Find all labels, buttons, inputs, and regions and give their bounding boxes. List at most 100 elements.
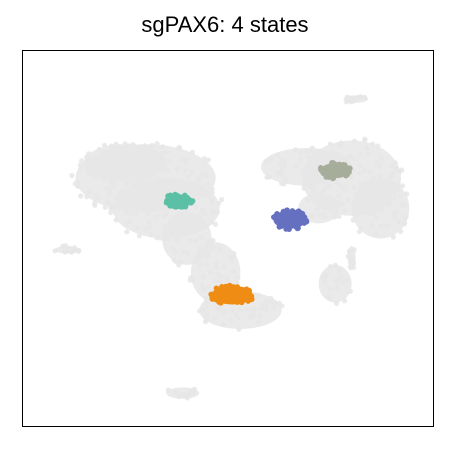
background-cluster-point xyxy=(174,166,181,172)
background-cluster-point xyxy=(161,224,167,230)
background-cluster-point xyxy=(94,156,100,162)
background-cluster-point xyxy=(160,144,166,150)
background-cluster-point xyxy=(196,182,202,188)
background-cluster-point xyxy=(279,167,285,173)
background-cluster-point xyxy=(115,161,121,167)
background-cluster-point xyxy=(378,155,384,161)
background-cluster-point xyxy=(207,269,213,275)
background-cluster-point xyxy=(393,165,399,171)
background-cluster-point xyxy=(209,186,215,192)
background-cluster-point xyxy=(212,221,218,227)
background-cluster-point xyxy=(198,172,205,178)
background-cluster-point xyxy=(200,206,206,212)
background-cluster-point xyxy=(367,169,373,175)
background-cluster-point xyxy=(184,395,190,401)
background-cluster-point xyxy=(220,322,227,328)
background-cluster-point xyxy=(120,177,126,183)
background-cluster-point xyxy=(351,156,357,162)
background-cluster-point xyxy=(178,179,184,186)
background-cluster-point xyxy=(390,234,396,240)
background-cluster-point xyxy=(209,208,216,214)
background-cluster-point xyxy=(327,263,334,270)
background-cluster-point xyxy=(235,314,241,321)
background-cluster-point xyxy=(185,251,191,257)
background-cluster-point xyxy=(334,179,340,185)
background-cluster-point xyxy=(353,192,360,198)
background-cluster-point xyxy=(193,238,199,244)
background-cluster-point xyxy=(320,187,326,194)
background-cluster-point xyxy=(71,245,78,251)
state-cluster-point xyxy=(231,294,238,300)
state-cluster-point xyxy=(286,226,292,232)
background-cluster-point xyxy=(153,207,159,213)
background-cluster-point xyxy=(229,307,236,314)
background-cluster-point xyxy=(147,224,153,230)
background-cluster-point xyxy=(208,219,214,225)
background-cluster-point xyxy=(341,298,348,304)
background-cluster-point xyxy=(209,240,215,246)
background-cluster-point xyxy=(94,192,100,198)
background-cluster-point xyxy=(375,143,381,149)
background-cluster-point xyxy=(344,278,350,284)
state-cluster-point xyxy=(246,287,253,294)
background-cluster-point xyxy=(150,203,157,209)
chart-title: sgPAX6: 4 states xyxy=(141,12,309,37)
background-cluster-point xyxy=(194,215,200,221)
background-cluster-point xyxy=(387,175,393,181)
highlighted-states xyxy=(163,159,353,306)
background-cluster-point xyxy=(351,184,358,190)
background-cluster-point xyxy=(276,300,282,306)
background-cluster-point xyxy=(198,262,204,268)
background-cluster-point xyxy=(348,256,355,262)
background-cluster-point xyxy=(163,149,170,156)
background-cluster-point xyxy=(263,158,269,165)
background-cluster-point xyxy=(154,213,161,219)
state-cluster-point xyxy=(237,287,243,294)
background-cluster-point xyxy=(370,141,376,147)
background-cluster-point xyxy=(348,264,354,271)
background-cluster-point xyxy=(278,180,285,187)
background-cluster-point xyxy=(337,183,343,189)
state-cluster-point xyxy=(213,285,220,292)
background-cluster-point xyxy=(146,145,152,151)
background-cluster-point xyxy=(96,166,102,172)
background-cluster-point xyxy=(204,261,210,267)
background-cluster-point xyxy=(327,183,333,189)
background-cluster-point xyxy=(111,156,117,162)
background-cluster-point xyxy=(397,194,403,200)
background-cluster-point xyxy=(171,257,177,263)
background-cluster-point xyxy=(210,245,216,251)
background-cluster-point xyxy=(86,188,92,195)
background-cluster-point xyxy=(402,202,408,208)
background-cluster-point xyxy=(327,141,333,147)
background-cluster-point xyxy=(377,173,383,180)
background-cluster-point xyxy=(182,167,189,173)
background-cluster-point xyxy=(373,215,379,221)
background-cluster-point xyxy=(292,147,299,153)
background-cluster-point xyxy=(85,155,91,162)
background-cluster-point xyxy=(111,182,117,188)
background-cluster-point xyxy=(372,204,378,210)
background-cluster-point xyxy=(244,306,250,312)
background-cluster-point xyxy=(342,208,348,214)
background-cluster-point xyxy=(148,232,155,238)
background-cluster-point xyxy=(106,165,113,171)
background-cluster-point xyxy=(188,275,194,281)
background-cluster-point xyxy=(348,98,354,105)
background-cluster-point xyxy=(271,305,277,311)
state-cluster-point xyxy=(184,199,191,205)
background-cluster-point xyxy=(101,171,107,177)
background-cluster-point xyxy=(123,209,129,216)
background-cluster-point xyxy=(228,316,234,322)
background-cluster-point xyxy=(216,200,222,207)
background-cluster-point xyxy=(249,307,255,313)
background-cluster-point xyxy=(297,156,303,162)
background-cluster-point xyxy=(106,151,112,157)
state-cluster-point xyxy=(237,298,243,304)
background-cluster-point xyxy=(322,278,328,284)
background-cluster-point xyxy=(351,138,358,144)
state-cluster-point xyxy=(303,218,310,225)
background-cluster-point xyxy=(198,234,205,241)
background-cluster-point xyxy=(186,237,193,243)
